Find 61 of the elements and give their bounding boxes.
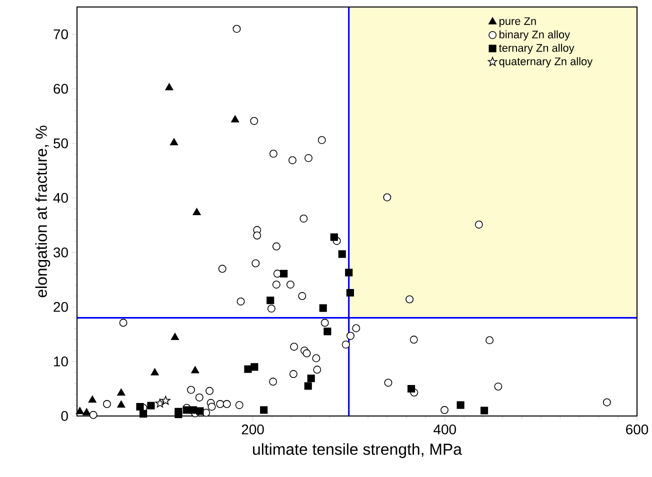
- point: [182, 406, 190, 414]
- point: [174, 410, 182, 418]
- point: [480, 406, 488, 414]
- point: [345, 268, 353, 276]
- point: [474, 220, 483, 229]
- point: [189, 406, 198, 414]
- point: [250, 363, 258, 371]
- point: [165, 83, 174, 90]
- point: [150, 368, 159, 376]
- y-tick-label: 30: [54, 247, 68, 258]
- legend-label: quaternary Zn alloy: [499, 57, 593, 68]
- y-tick-label: 50: [54, 138, 68, 148]
- point: [170, 332, 179, 340]
- point: [147, 402, 155, 410]
- x-tick-label: 600: [626, 424, 648, 434]
- point: [407, 384, 416, 393]
- point: [346, 288, 354, 297]
- point: [82, 408, 91, 416]
- y-tick-label: 0: [61, 411, 68, 421]
- point: [330, 233, 338, 241]
- point: [88, 396, 96, 403]
- y-tick-label: 70: [54, 29, 68, 40]
- point: [136, 402, 144, 411]
- point: [302, 349, 311, 358]
- point: [192, 208, 201, 216]
- point: [76, 407, 84, 414]
- point: [117, 388, 126, 396]
- x-tick-label: 200: [242, 424, 264, 434]
- point: [280, 270, 288, 278]
- point: [170, 138, 178, 146]
- point: [160, 396, 170, 405]
- legend-label: pure Zn: [500, 17, 536, 28]
- point: [338, 250, 346, 258]
- point: [266, 296, 274, 304]
- y-tick-label: 10: [54, 356, 68, 366]
- y-tick-label: 40: [53, 192, 68, 203]
- point: [406, 295, 414, 304]
- legend-label: ternary Zn alloy: [498, 44, 574, 54]
- point: [196, 407, 204, 415]
- point: [89, 410, 98, 419]
- legend-label: binary Zn alloy: [500, 30, 570, 41]
- point: [208, 402, 216, 411]
- y-axis-title: elongation at fracture, %: [35, 126, 50, 298]
- point: [260, 406, 268, 414]
- y-tick-label: 60: [54, 84, 68, 94]
- point: [456, 401, 464, 409]
- point: [139, 410, 148, 418]
- point: [304, 382, 312, 390]
- point: [319, 304, 327, 312]
- point: [346, 332, 354, 340]
- x-tick-label: 400: [434, 424, 456, 434]
- point: [244, 365, 252, 373]
- x-axis-title: ultimate tensile strength, MPa: [253, 443, 462, 458]
- point: [231, 115, 240, 122]
- point: [191, 366, 200, 374]
- point: [307, 374, 315, 382]
- y-tick-label: 20: [54, 302, 68, 312]
- point: [383, 193, 392, 202]
- point: [324, 328, 332, 336]
- point: [155, 398, 165, 408]
- point: [117, 400, 126, 408]
